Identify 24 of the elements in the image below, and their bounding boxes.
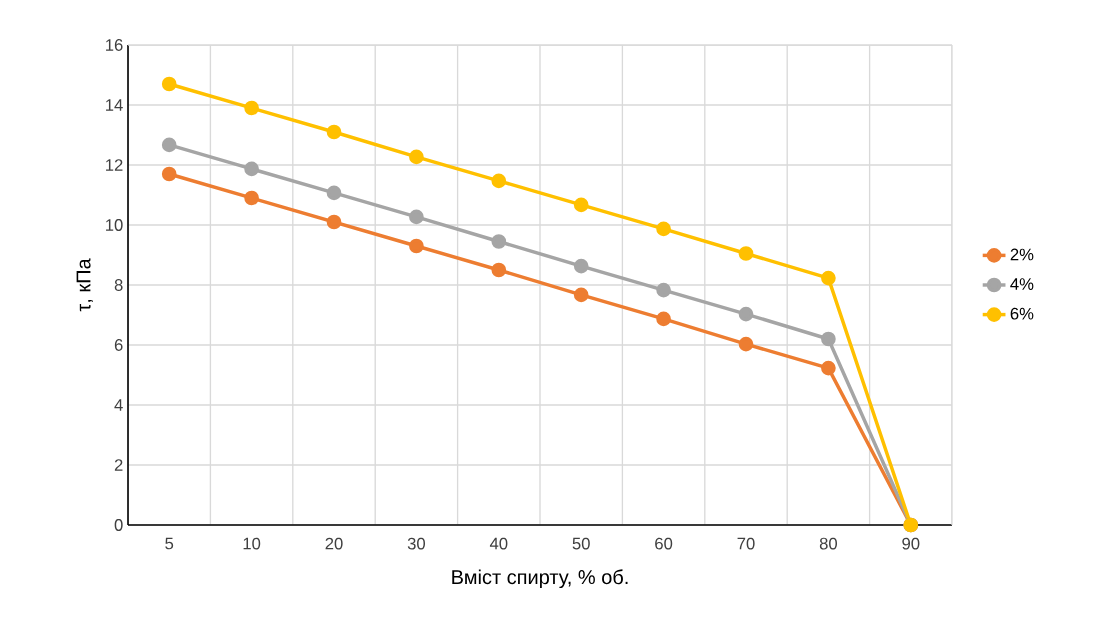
x-tick-label: 90 [902,537,920,550]
legend-label: 6% [1010,307,1034,320]
x-tick-label: 50 [572,537,590,550]
x-tick-label: 30 [407,537,426,550]
y-tick-label: 4 [114,399,123,411]
y-tick-label: 14 [106,99,123,111]
x-tick-label: 80 [819,537,838,550]
y-tick-label: 12 [106,159,123,171]
x-tick-label: 40 [489,537,508,550]
legend-label: 4% [1010,278,1034,290]
y-tick-label: 8 [114,279,123,291]
y-tick-label: 0 [114,519,123,531]
x-axis-title: Вміст спирту, % об. [452,569,628,589]
y-tick-label: 16 [106,39,123,51]
y-axis-title: τ, кПа [76,258,93,312]
y-tick-label: 2 [114,459,123,471]
y-tick-label: 6 [114,339,123,351]
legend-label: 2% [1010,248,1034,261]
x-tick-label: 5 [165,537,174,550]
x-tick-label: 10 [243,537,261,550]
x-tick-label: 70 [737,537,755,550]
x-tick-label: 60 [655,537,673,550]
y-tick-label: 10 [106,219,123,231]
x-tick-label: 20 [325,537,343,550]
